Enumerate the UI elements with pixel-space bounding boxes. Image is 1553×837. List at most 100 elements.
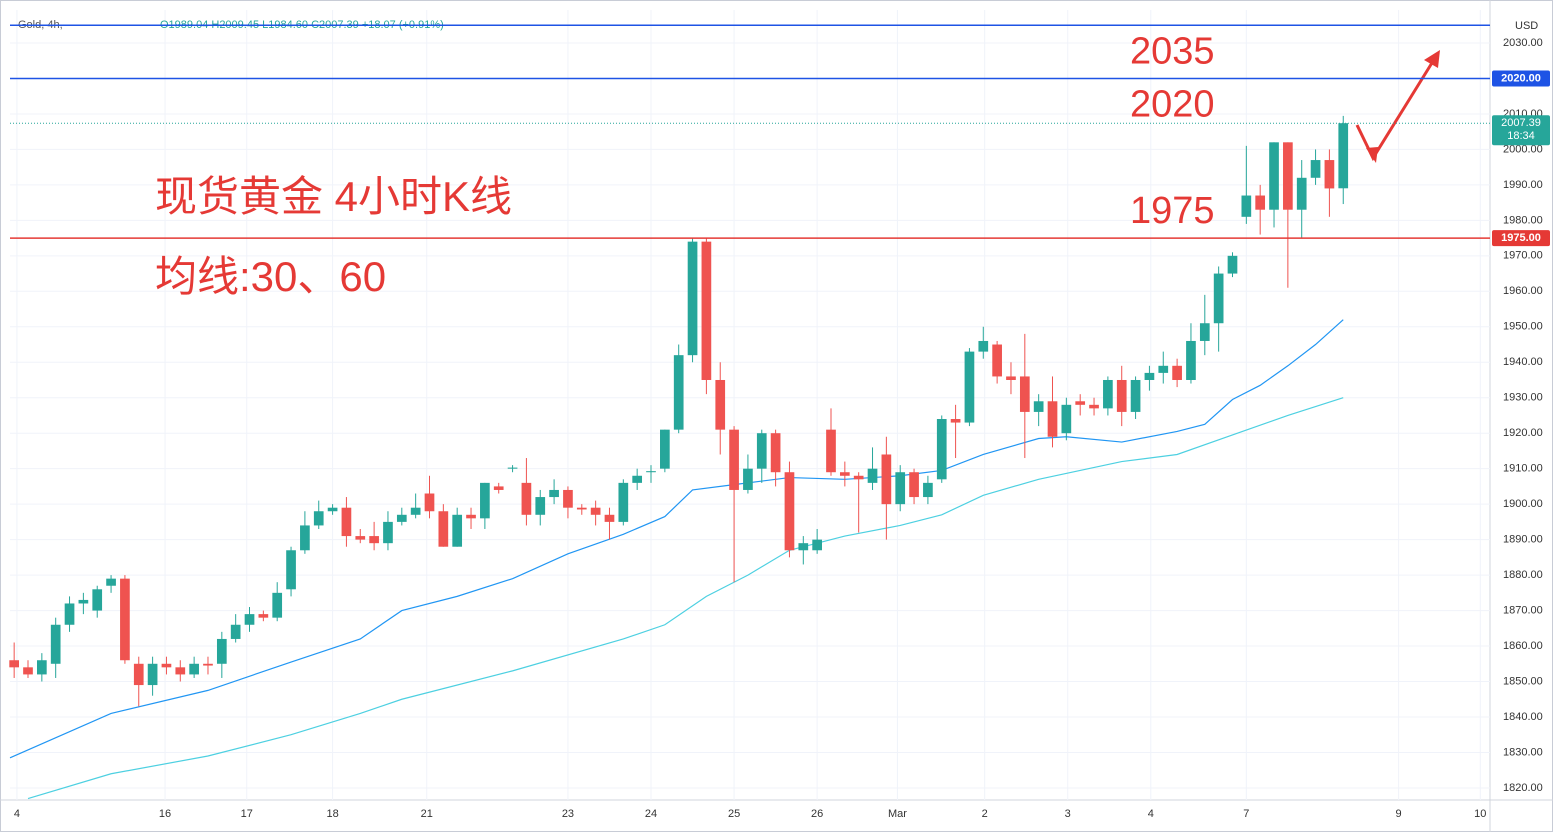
candle-body <box>1061 404 1072 434</box>
level-tag <box>1492 230 1550 247</box>
candle-body <box>521 482 532 515</box>
candle-body <box>452 514 463 547</box>
y-tick-label: 1970.00 <box>1503 250 1543 262</box>
candle-body <box>1296 177 1307 210</box>
x-tick-label: 7 <box>1243 808 1249 820</box>
y-tick-label: 1900.00 <box>1503 498 1543 510</box>
candle-body <box>286 550 296 590</box>
y-tick-label: 1960.00 <box>1503 285 1543 297</box>
candle-body <box>1186 340 1196 380</box>
candle-body <box>618 482 629 522</box>
candle-body <box>216 638 227 664</box>
candle-body <box>230 624 241 639</box>
candle-body <box>936 419 947 480</box>
candle-body <box>853 475 864 480</box>
x-tick-label: 4 <box>14 808 20 820</box>
candle-body <box>992 344 1002 377</box>
candle-body <box>770 433 781 473</box>
candle-body <box>784 472 795 551</box>
candle-body <box>923 482 933 498</box>
x-tick-label: 23 <box>562 808 574 820</box>
candle-body <box>895 472 906 505</box>
candle-body <box>1269 142 1279 210</box>
y-tick-label: 1850.00 <box>1503 675 1543 687</box>
candle-body <box>1089 404 1099 409</box>
y-tick-label: 1840.00 <box>1503 711 1543 723</box>
candle-body <box>576 507 587 510</box>
candle-body <box>978 340 989 352</box>
candle-body <box>106 578 116 586</box>
annotation: 均线:30、60 <box>155 253 386 300</box>
x-tick-label: 16 <box>159 808 171 820</box>
candle-body <box>632 475 643 483</box>
candle-body <box>396 514 407 522</box>
candle-body <box>729 429 739 490</box>
x-tick-label: 10 <box>1474 808 1486 820</box>
candle-body <box>867 468 878 483</box>
grid <box>10 10 1490 800</box>
candle-body <box>1158 365 1169 373</box>
candle-body <box>120 578 130 661</box>
candle-body <box>424 493 435 512</box>
candle-body <box>9 660 19 668</box>
candle-body <box>1103 379 1113 409</box>
candle-body <box>369 536 379 544</box>
candle-body <box>1019 376 1030 412</box>
x-tick-label: 17 <box>241 808 253 820</box>
y-tick-label: 1830.00 <box>1503 746 1543 758</box>
arrow-head <box>1424 50 1440 68</box>
y-tick-label: 1860.00 <box>1503 640 1543 652</box>
y-tick-label: 1950.00 <box>1503 321 1543 333</box>
candle-body <box>383 521 393 544</box>
candle-body <box>909 472 919 498</box>
candle-body <box>493 486 504 490</box>
candle-body <box>798 543 809 551</box>
candle-body <box>480 482 490 519</box>
annotation: 现货黄金 4小时K线 <box>155 173 512 220</box>
candle-body <box>743 468 753 490</box>
x-tick-label: 26 <box>811 808 823 820</box>
level-label: 2020 <box>1130 83 1215 125</box>
candle-body <box>300 525 310 551</box>
candle-body <box>1310 160 1321 178</box>
y-tick-label: 1880.00 <box>1503 569 1543 581</box>
last-price-tag <box>1492 115 1550 146</box>
candle-body <box>313 511 324 526</box>
candle-body <box>1324 160 1335 189</box>
candle-body <box>563 489 573 508</box>
candle-body <box>826 429 836 473</box>
candle-body <box>1075 401 1086 405</box>
candle-body <box>64 603 75 625</box>
countdown: 18:34 <box>1507 130 1535 142</box>
candle-body <box>161 663 172 668</box>
x-tick-label: 4 <box>1148 808 1154 820</box>
candle-body <box>1227 255 1238 274</box>
candle-body <box>964 351 975 423</box>
x-tick-label: 24 <box>645 808 657 820</box>
moving-average <box>27 397 1344 800</box>
candle-body <box>438 511 449 547</box>
plot <box>9 115 1349 800</box>
level-tag-label: 1975.00 <box>1501 232 1541 244</box>
x-tick-label: 3 <box>1065 808 1071 820</box>
candle-body <box>244 614 255 625</box>
y-tick-label: 1990.00 <box>1503 179 1543 191</box>
candle-body <box>355 536 366 540</box>
x-tick-label: 9 <box>1396 808 1402 820</box>
candle-body <box>535 497 546 515</box>
candle-body <box>203 663 213 666</box>
y-tick-label: 1920.00 <box>1503 427 1543 439</box>
level-label: 1975 <box>1130 190 1215 232</box>
candle-body <box>1116 379 1127 412</box>
y-tick-label: 1890.00 <box>1503 534 1543 546</box>
candle-body <box>673 355 684 430</box>
candle-body <box>507 467 518 469</box>
candle-body <box>272 592 283 618</box>
x-tick-label: Mar <box>888 808 907 820</box>
candle-body <box>660 429 670 469</box>
candle-body <box>701 241 712 380</box>
candle-body <box>687 241 698 356</box>
y-tick-label: 1940.00 <box>1503 356 1543 368</box>
candle-body <box>133 663 144 686</box>
